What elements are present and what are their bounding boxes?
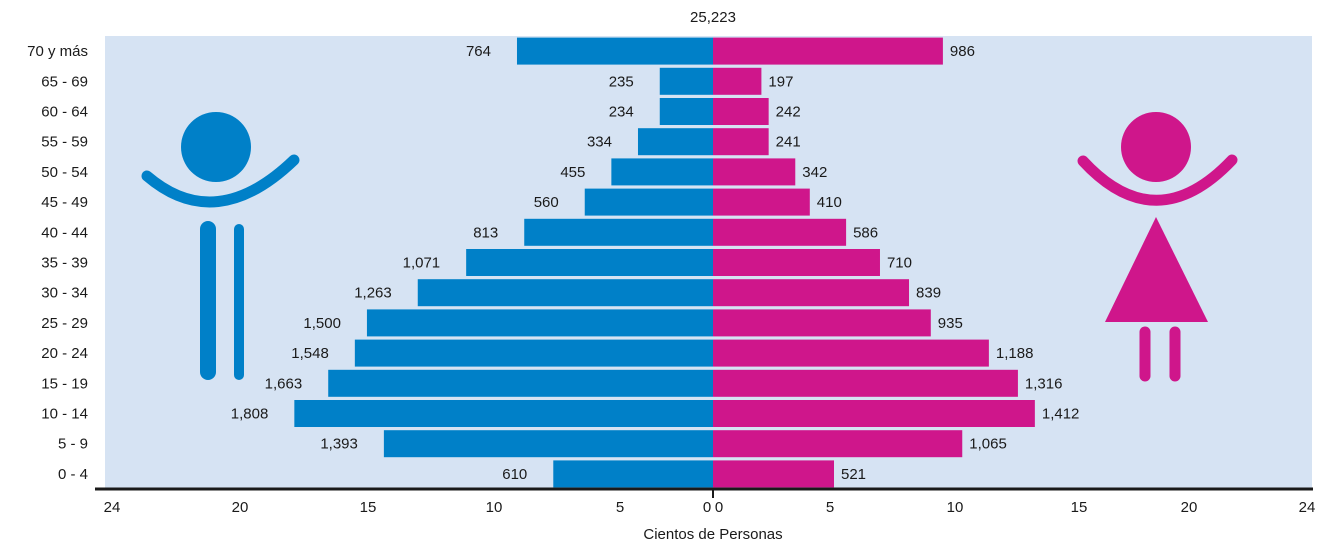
x-axis-label: Cientos de Personas: [643, 526, 782, 543]
category-label: 45 - 49: [41, 194, 88, 211]
male-value-label: 1,500: [303, 315, 341, 332]
category-label: 50 - 54: [41, 164, 88, 181]
category-label: 20 - 24: [41, 345, 88, 362]
male-bar: [466, 249, 713, 276]
male-value-label: 560: [534, 194, 559, 211]
female-bar: [713, 249, 880, 276]
female-bar: [713, 98, 769, 125]
female-value-label: 1,412: [1042, 406, 1080, 423]
male-value-label: 1,808: [231, 406, 269, 423]
female-value-label: 710: [887, 255, 912, 272]
male-bar: [659, 98, 713, 125]
female-bar: [713, 339, 989, 367]
male-value-label: 235: [609, 73, 634, 90]
x-tick-left: 24: [104, 499, 121, 516]
female-value-label: 242: [776, 104, 801, 121]
male-figure-icon: [141, 112, 300, 380]
female-figure-icon: [1077, 112, 1238, 382]
male-bar: [524, 218, 713, 246]
male-value-label: 1,263: [354, 285, 392, 302]
female-value-label: 1,316: [1025, 375, 1063, 392]
male-value-label: 334: [587, 134, 612, 151]
category-label: 30 - 34: [41, 285, 88, 302]
female-bar: [713, 369, 1018, 397]
category-label: 5 - 9: [58, 436, 88, 453]
male-value-label: 1,393: [320, 436, 358, 453]
male-value-label: 234: [609, 104, 634, 121]
category-label: 15 - 19: [41, 375, 88, 392]
male-bar: [611, 158, 713, 186]
category-label: 60 - 64: [41, 104, 88, 121]
female-value-label: 1,065: [969, 436, 1007, 453]
female-bar: [713, 128, 769, 156]
male-bar: [584, 188, 713, 216]
male-bar: [383, 430, 713, 458]
category-label: 55 - 59: [41, 134, 88, 151]
female-bar: [713, 158, 796, 186]
male-bar: [417, 279, 713, 307]
category-label: 10 - 14: [41, 406, 88, 423]
female-value-label: 935: [938, 315, 963, 332]
female-bar: [713, 218, 847, 246]
male-bar: [516, 37, 713, 65]
x-tick-left: 15: [360, 499, 377, 516]
male-value-label: 455: [560, 164, 585, 181]
female-value-label: 986: [950, 43, 975, 60]
x-tick-left: 0: [703, 499, 711, 516]
category-label: 0 - 4: [58, 466, 88, 483]
female-value-label: 521: [841, 466, 866, 483]
x-tick-left: 5: [616, 499, 624, 516]
category-label: 25 - 29: [41, 315, 88, 332]
bars-layer: [294, 37, 1035, 488]
x-ticks-layer: 24 20 15 10 5 0 0 5 10 15 20 24: [104, 499, 1316, 516]
male-value-label: 1,663: [265, 375, 303, 392]
female-value-label: 1,188: [996, 345, 1034, 362]
male-bar: [366, 309, 713, 337]
female-bar: [713, 279, 910, 307]
female-value-label: 241: [776, 134, 801, 151]
female-bar: [713, 188, 810, 216]
male-value-label: 764: [466, 43, 491, 60]
male-bar: [637, 128, 713, 156]
female-bar: [713, 400, 1035, 427]
total-label: 25,223: [690, 9, 736, 26]
female-value-label: 197: [768, 73, 793, 90]
x-tick-right: 10: [947, 499, 964, 516]
category-label: 70 y más: [27, 43, 88, 60]
male-value-label: 1,071: [403, 255, 441, 272]
male-bar: [294, 400, 713, 427]
x-tick-right: 20: [1181, 499, 1198, 516]
female-value-label: 586: [853, 224, 878, 241]
x-tick-right: 24: [1299, 499, 1316, 516]
x-tick-right: 5: [826, 499, 834, 516]
male-bar: [553, 460, 713, 488]
female-bar: [713, 430, 963, 458]
female-value-label: 839: [916, 285, 941, 302]
male-bar: [354, 339, 713, 367]
x-tick-right: 0: [715, 499, 723, 516]
category-label: 65 - 69: [41, 73, 88, 90]
male-bar: [659, 67, 713, 95]
labels-layer: 70 y más 764 986 65 - 69 235 197 60 - 64 234 242…: [27, 43, 1079, 483]
x-tick-right: 15: [1071, 499, 1088, 516]
category-label: 40 - 44: [41, 224, 88, 241]
female-bar: [713, 37, 943, 65]
female-value-label: 410: [817, 194, 842, 211]
male-bar: [328, 369, 713, 397]
male-value-label: 610: [502, 466, 527, 483]
female-value-label: 342: [802, 164, 827, 181]
female-bar: [713, 309, 931, 337]
category-label: 35 - 39: [41, 255, 88, 272]
x-tick-left: 10: [486, 499, 503, 516]
x-tick-left: 20: [232, 499, 249, 516]
female-bar: [713, 460, 834, 488]
male-value-label: 1,548: [291, 345, 329, 362]
male-value-label: 813: [473, 224, 498, 241]
female-bar: [713, 67, 762, 95]
